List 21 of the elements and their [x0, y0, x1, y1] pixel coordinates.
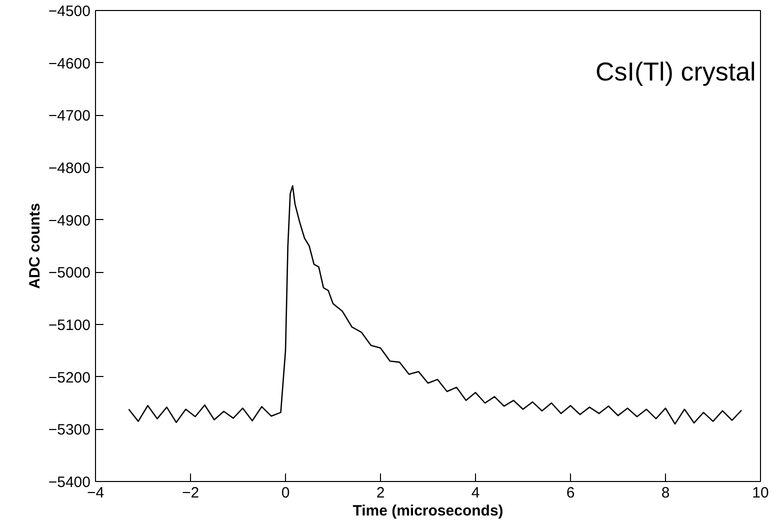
y-tick-label: −4900 — [48, 212, 91, 230]
x-tick-label: 8 — [661, 484, 670, 502]
y-tick-label: −4600 — [48, 55, 91, 72]
x-tick-label: 4 — [471, 484, 480, 502]
y-axis-title: ADC counts — [26, 203, 44, 289]
y-tick-label: −5100 — [48, 317, 91, 334]
annotation: CsI(Tl) crystal — [596, 56, 756, 86]
y-tick-label: −5200 — [48, 369, 91, 386]
line-series — [128, 185, 742, 425]
y-tick-label: −5300 — [48, 422, 91, 439]
y-tick-label: −5000 — [48, 264, 91, 282]
y-tick-label: −4700 — [48, 108, 91, 125]
y-tick-label: −4500 — [48, 3, 91, 20]
y-tick-label: −5400 — [48, 474, 91, 491]
x-tick-label: −2 — [182, 484, 200, 502]
x-tick-label: 2 — [376, 484, 385, 502]
x-tick-label: 6 — [566, 484, 575, 502]
x-axis-title: Time (microseconds) — [352, 502, 504, 520]
x-tick-label: 0 — [281, 484, 290, 502]
x-tick-label: 10 — [752, 484, 769, 502]
y-tick-label: −4800 — [48, 160, 91, 177]
